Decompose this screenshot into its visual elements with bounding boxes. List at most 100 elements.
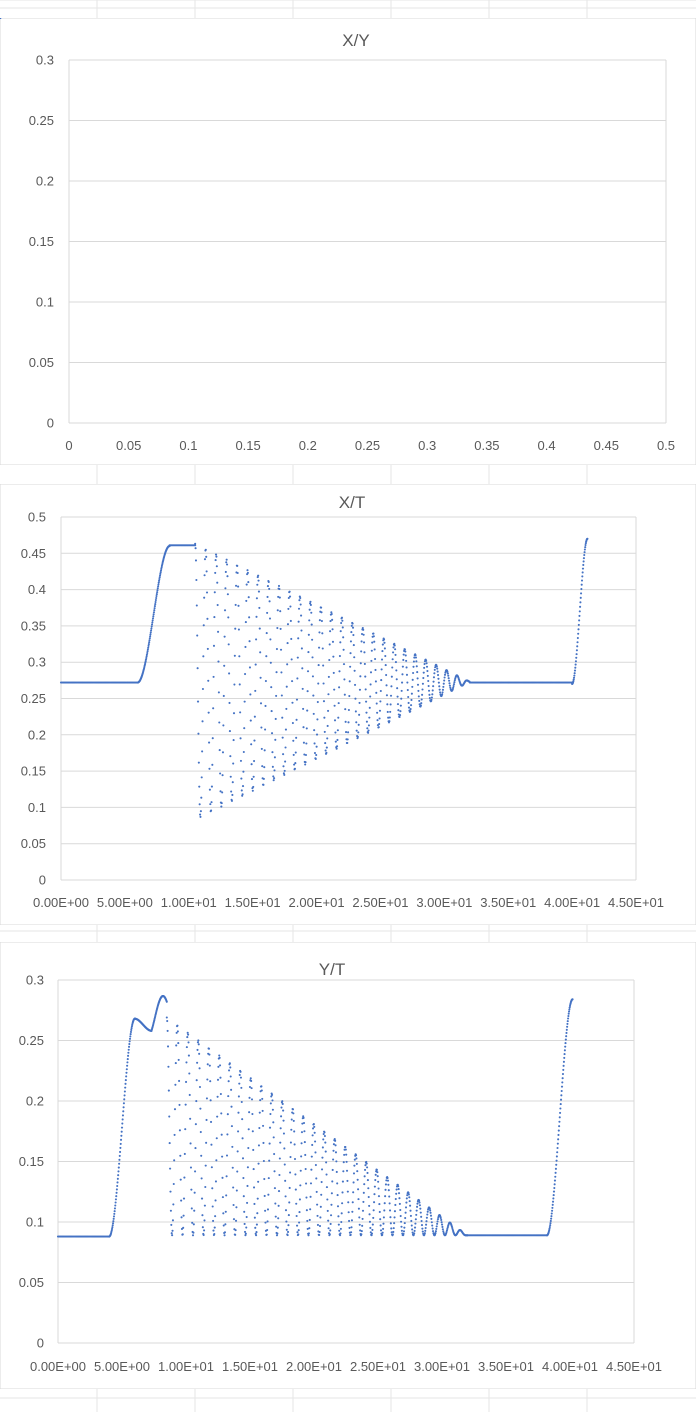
data-point — [367, 731, 370, 734]
data-point — [409, 707, 412, 711]
data-point — [325, 1173, 328, 1176]
data-point — [168, 1142, 171, 1145]
data-point — [344, 1145, 347, 1149]
data-point — [154, 601, 157, 604]
data-point — [284, 728, 287, 731]
data-point — [277, 1217, 280, 1220]
data-point — [394, 648, 397, 651]
data-point — [409, 1214, 412, 1217]
data-point — [323, 716, 326, 719]
data-point — [178, 1079, 181, 1083]
data-point — [352, 644, 355, 647]
data-point — [410, 1224, 413, 1227]
data-point — [238, 1082, 241, 1085]
data-point — [223, 1231, 227, 1234]
data-point — [361, 1217, 364, 1220]
data-point — [385, 674, 388, 677]
x-tick-label: 0.00E+00 — [33, 895, 89, 910]
data-point — [418, 703, 421, 706]
data-point — [265, 655, 268, 658]
data-point — [567, 1017, 570, 1020]
data-point — [129, 1035, 132, 1038]
chart-xt[interactable]: X/T 0 0.05 0.1 0.15 0.2 0.25 0.3 0.35 0.4 0.45 0.5… — [0, 484, 696, 925]
data-point — [231, 781, 234, 784]
data-point — [220, 802, 223, 805]
y-tick-label: 0.2 — [36, 174, 54, 189]
data-point — [252, 1168, 255, 1171]
chart-xy-svg: X/Y 00.050.10.150.20.250.3 0 0.05 0.1 0.15 0… — [0, 18, 696, 465]
data-point — [227, 1095, 230, 1098]
data-point — [277, 1190, 281, 1193]
data-point — [259, 1099, 262, 1102]
data-point — [273, 1170, 276, 1173]
data-point — [398, 714, 402, 717]
data-point — [389, 1222, 392, 1225]
data-point — [115, 1188, 118, 1191]
data-point — [373, 1185, 376, 1188]
data-point — [358, 701, 361, 704]
data-point — [198, 1052, 201, 1055]
data-point — [428, 697, 431, 700]
chart-xt-series — [59, 537, 589, 818]
chart-yt-xticks: 0.00E+00 5.00E+00 1.00E+01 1.50E+01 2.00E+01… — [30, 1359, 662, 1374]
data-point — [148, 639, 151, 642]
chart-yt[interactable]: Y/T 0 0.05 0.1 0.15 0.2 0.25 0.3 0.00E+00 5.00E… — [0, 942, 696, 1389]
data-point — [311, 1134, 314, 1137]
data-point — [347, 1201, 350, 1204]
data-point — [210, 785, 213, 788]
data-point — [336, 729, 339, 732]
data-point — [145, 653, 148, 656]
data-point — [349, 665, 352, 668]
data-point — [338, 670, 341, 673]
data-point — [226, 593, 229, 596]
data-point — [330, 1214, 333, 1217]
data-point — [337, 716, 340, 719]
data-point — [448, 682, 451, 685]
data-point — [236, 571, 239, 575]
data-point — [574, 660, 577, 663]
data-point — [122, 1106, 125, 1109]
x-tick-label: 2.00E+01 — [286, 1359, 342, 1374]
data-point — [200, 1197, 204, 1200]
data-point — [257, 590, 261, 593]
data-point — [358, 1216, 361, 1219]
chart-xy[interactable]: X/Y 0 0.05 0.1 0.15 0.2 0.25 0.3 0 0.05 0.1 0.15 0… — [0, 18, 696, 465]
data-point — [148, 637, 151, 640]
data-point — [216, 581, 219, 584]
data-point — [215, 1137, 218, 1140]
data-point — [401, 681, 404, 684]
data-point — [196, 1041, 199, 1044]
data-point — [120, 1134, 123, 1137]
data-point — [197, 761, 200, 764]
data-point — [376, 711, 379, 714]
data-point — [236, 564, 239, 567]
data-point — [279, 610, 282, 613]
data-point — [192, 1231, 195, 1234]
data-point — [311, 638, 314, 641]
data-point — [223, 1234, 226, 1237]
data-point — [411, 1228, 414, 1231]
data-point — [213, 1226, 216, 1229]
data-point — [266, 1220, 269, 1223]
data-point — [557, 1138, 560, 1141]
data-point — [260, 1085, 263, 1088]
data-point — [385, 1179, 388, 1182]
data-point — [200, 776, 203, 779]
data-point — [422, 671, 425, 674]
data-point — [167, 1065, 170, 1068]
data-point — [200, 1154, 203, 1157]
data-point — [115, 1191, 118, 1194]
x-tick-label: 3.50E+01 — [480, 895, 536, 910]
data-point — [282, 1109, 285, 1112]
data-point — [240, 789, 243, 792]
data-point — [234, 1229, 237, 1232]
data-point — [302, 726, 305, 729]
data-point — [169, 1209, 172, 1212]
data-point — [394, 661, 397, 664]
data-point — [361, 1209, 365, 1212]
data-point — [370, 659, 373, 662]
data-point — [227, 616, 230, 619]
data-point — [445, 1229, 449, 1232]
data-point — [446, 670, 449, 673]
data-point — [300, 629, 303, 632]
